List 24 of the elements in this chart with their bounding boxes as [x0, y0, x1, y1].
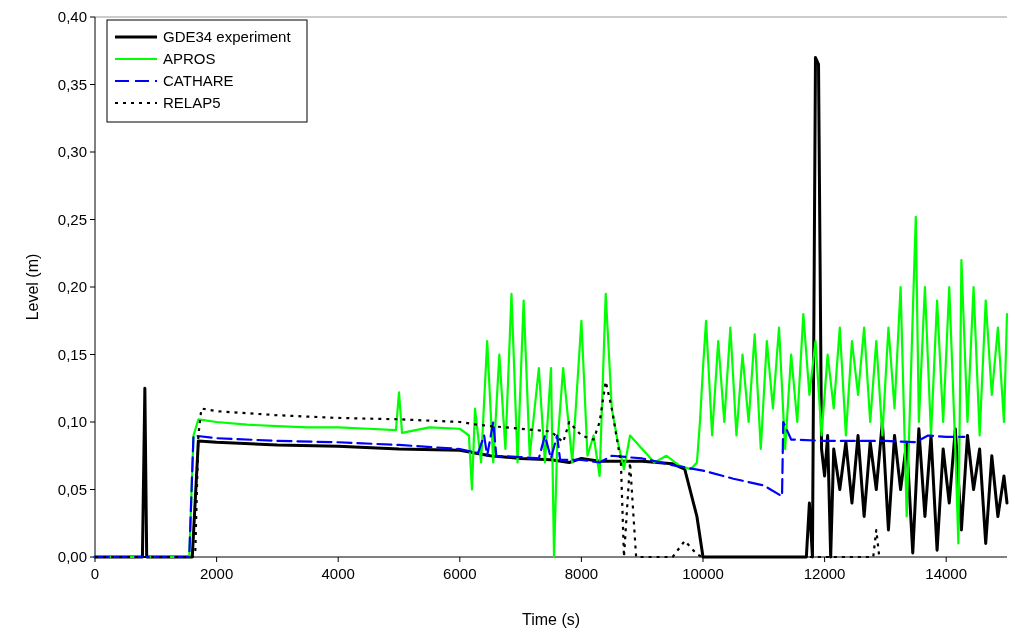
x-tick-label: 14000	[925, 565, 968, 582]
y-tick-label: 0,20	[57, 278, 87, 296]
x-tick-label: 12000	[803, 565, 846, 582]
line-series	[93, 420, 966, 559]
y-tick-label: 0,05	[57, 480, 87, 498]
x-tick-label: 4000	[321, 565, 355, 582]
y-axis-title: Level (m)	[24, 253, 41, 321]
x-axis-title: Time (s)	[521, 611, 581, 628]
legend-label: CATHARE	[163, 72, 234, 90]
y-tick-label: 0,40	[57, 8, 87, 26]
y-tick-label: 0,30	[57, 143, 87, 161]
x-tick-label: 6000	[443, 565, 477, 582]
x-tick-label: 10000	[682, 565, 724, 582]
y-tick-label: 0,25	[57, 210, 87, 228]
legend-label: RELAP5	[163, 94, 221, 112]
x-tick-label: 8000	[564, 565, 599, 582]
y-tick-label: 0,15	[57, 345, 87, 363]
legend-label: GDE34 experiment	[163, 28, 292, 46]
legend-label: APROS	[163, 50, 216, 68]
y-tick-label: 0,10	[57, 413, 87, 431]
y-tick-label: 0,35	[57, 75, 87, 93]
x-tick-label: 0	[90, 565, 100, 582]
y-tick-label: 0,00	[57, 548, 87, 566]
x-tick-label: 2000	[199, 565, 234, 582]
